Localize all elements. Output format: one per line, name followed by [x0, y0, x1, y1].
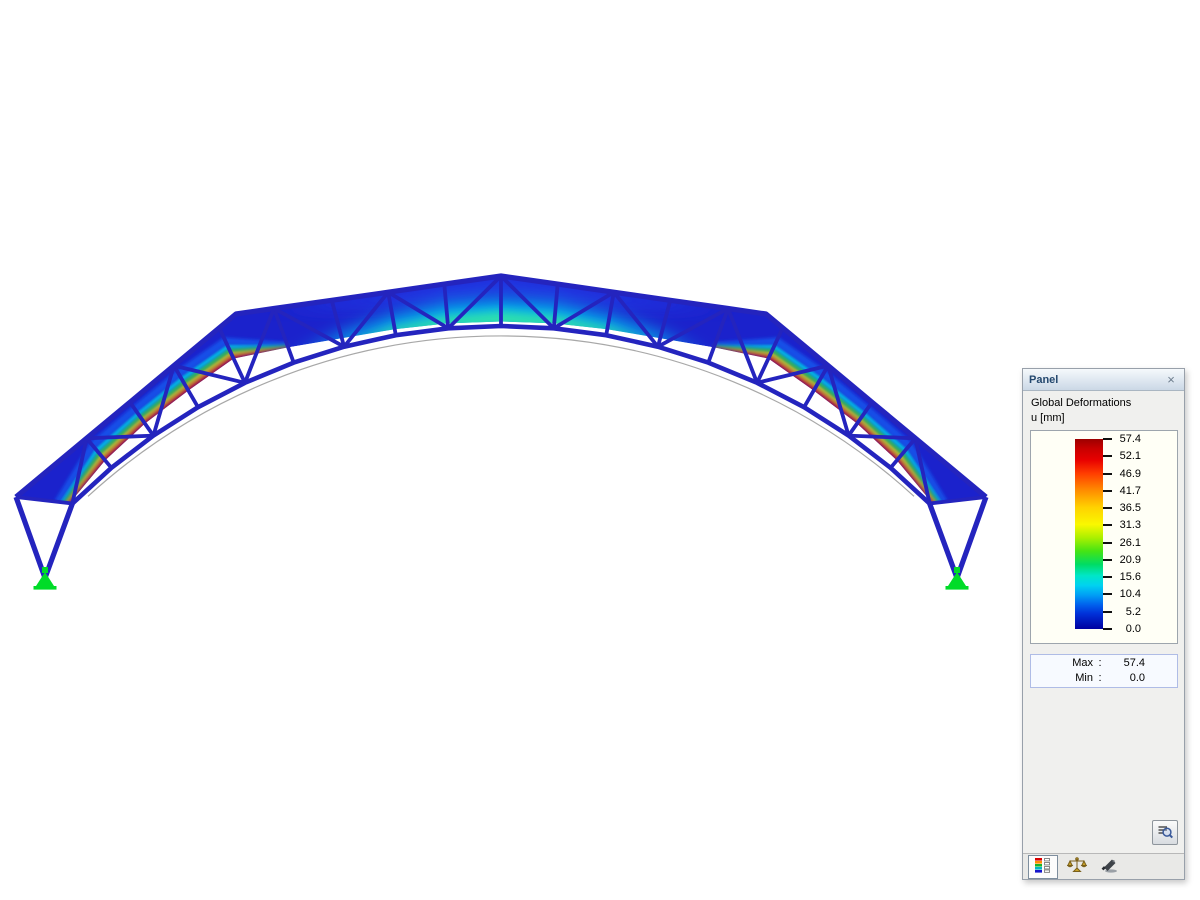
- min-label: Min: [1075, 672, 1093, 684]
- legend-color-bar: [1075, 439, 1103, 629]
- legend-tick: [1103, 507, 1112, 510]
- panel-tabbar: [1023, 853, 1184, 879]
- bottom-chord: [70, 323, 932, 506]
- factors-tab[interactable]: [1063, 856, 1091, 878]
- truss-members: [13, 273, 989, 579]
- quantity-label: u [mm]: [1031, 412, 1065, 424]
- pinned-support-icon: [945, 567, 969, 590]
- top-chord: [14, 273, 988, 499]
- legend-tick: [1103, 472, 1112, 475]
- legend-tick-label: 20.9: [1119, 553, 1141, 566]
- web-posts: [15, 276, 987, 506]
- legend-tick: [1103, 576, 1112, 579]
- panel-title: Panel: [1029, 373, 1059, 386]
- panel-titlebar[interactable]: Panel ×: [1023, 369, 1184, 391]
- legend-tick: [1103, 438, 1112, 440]
- extremes-box: Max : 57.4 Min : 0.0: [1030, 654, 1178, 688]
- pinned-support-icon: [33, 567, 57, 590]
- legend-tick-label: 0.0: [1125, 623, 1141, 635]
- legend-tick-label: 46.9: [1119, 467, 1141, 480]
- legend-tick-label: 41.7: [1119, 484, 1141, 497]
- close-icon[interactable]: ×: [1167, 372, 1175, 387]
- max-value: 57.4: [1123, 657, 1145, 669]
- results-panel: Panel × Global Deformations u [mm] 57.4 5…: [1022, 368, 1185, 880]
- legend-tick: [1103, 558, 1112, 561]
- balance-scale-icon: [1066, 857, 1088, 876]
- legend-tick: [1103, 489, 1112, 492]
- result-group-label: Global Deformations: [1031, 397, 1132, 409]
- airbrush-icon: [1101, 857, 1119, 876]
- max-label: Max: [1072, 657, 1093, 669]
- legend-tick-label: 10.4: [1119, 588, 1141, 601]
- legend-scale-box: 57.4 52.1 46.9 41.7 36.5 31.3 26.1 20.9 15.6 10.4…: [1030, 430, 1178, 644]
- legend-tick-label: 5.2: [1125, 605, 1141, 618]
- legend-tick-label: 31.3: [1119, 519, 1141, 532]
- legend-tick-label: 52.1: [1119, 450, 1141, 463]
- legend-tick: [1103, 455, 1112, 458]
- min-value: 0.0: [1129, 672, 1145, 684]
- filter-tab[interactable]: [1096, 856, 1124, 878]
- legend-tick: [1103, 628, 1112, 630]
- legend-tick: [1103, 541, 1112, 544]
- legend-tick: [1103, 610, 1112, 613]
- legend-tick-label: 15.6: [1119, 571, 1141, 584]
- web-diagonals: [70, 274, 932, 504]
- legend-tick-label: 26.1: [1119, 536, 1141, 549]
- magnifier-list-icon: [1157, 824, 1174, 842]
- legend-tick-label: 36.5: [1119, 502, 1141, 515]
- legend-tick-label: 57.4: [1119, 433, 1141, 445]
- color-scale-tab[interactable]: [1028, 854, 1058, 879]
- legend-tick: [1103, 593, 1112, 596]
- legend-options-button[interactable]: [1152, 820, 1178, 845]
- undeformed-shape-line: [87, 335, 915, 497]
- color-scale-icon: [1034, 857, 1052, 876]
- support-legs: [13, 496, 989, 579]
- legend-tick: [1103, 524, 1112, 527]
